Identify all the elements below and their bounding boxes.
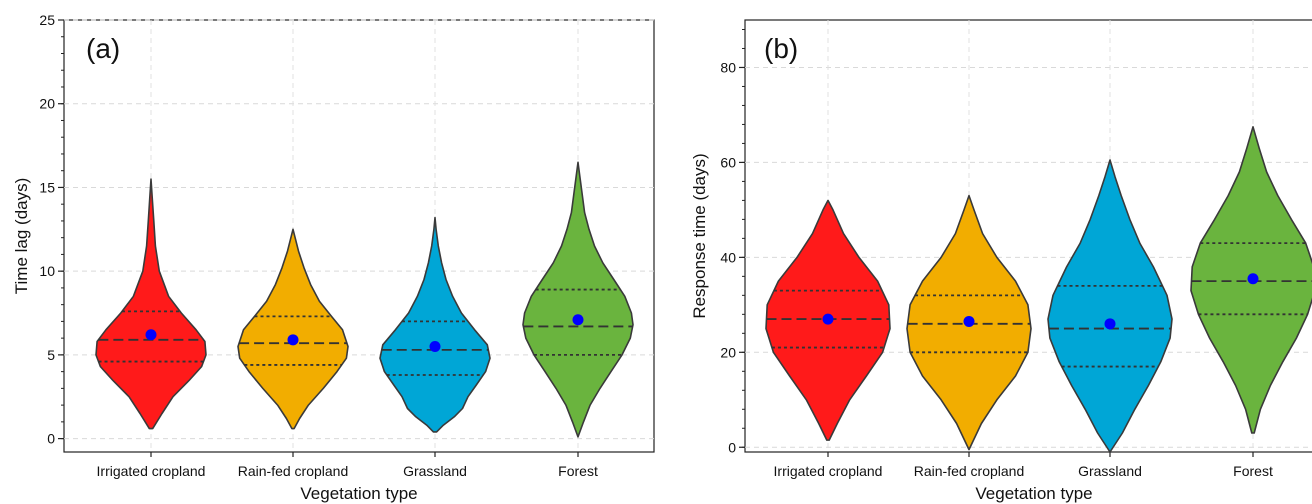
y-tick-label: 0 — [47, 431, 55, 447]
panel-a: 0 5 10 15 20 25 Irrigated cropland Rain-fed cr… — [12, 12, 655, 503]
panel-b: 0 20 40 60 80 Irrigated cropland Rain-fed cro… — [690, 19, 1312, 503]
x-tick-label: Irrigated cropland — [774, 463, 883, 479]
y-tick-label: 0 — [728, 439, 736, 455]
x-tick-label: Rain-fed cropland — [914, 463, 1025, 479]
violins — [765, 126, 1312, 453]
y-tick-label: 15 — [39, 179, 55, 195]
mean-point-3 — [572, 314, 584, 326]
y-tick-label: 40 — [720, 249, 736, 265]
y-axis: 0 20 40 60 80 — [720, 28, 745, 455]
x-tick-label: Grassland — [1078, 463, 1142, 479]
y-tick-label: 10 — [39, 263, 55, 279]
x-tick-label: Irrigated cropland — [97, 463, 206, 479]
y-tick-label: 60 — [720, 154, 736, 170]
mean-point-3 — [1247, 273, 1259, 285]
x-tick-label: Grassland — [403, 463, 467, 479]
x-tick-label: Forest — [558, 463, 598, 479]
violin-1 — [237, 228, 349, 430]
y-tick-label: 25 — [39, 12, 55, 28]
violin-0 — [95, 178, 207, 430]
panel-label: (a) — [86, 33, 120, 64]
x-tick-label: Rain-fed cropland — [238, 463, 349, 479]
mean-point-2 — [1104, 318, 1116, 330]
violins — [95, 161, 634, 438]
panel-label: (b) — [764, 33, 798, 64]
violin-2 — [1047, 159, 1173, 453]
x-axis: Irrigated cropland Rain-fed cropland Grass… — [97, 452, 598, 479]
mean-point-1 — [287, 334, 299, 346]
y-tick-label: 20 — [39, 96, 55, 112]
y-tick-label: 80 — [720, 59, 736, 75]
x-axis: Irrigated cropland Rain-fed cropland Grass… — [774, 452, 1273, 479]
y-tick-label: 5 — [47, 347, 55, 363]
mean-point-1 — [963, 315, 975, 327]
mean-point-0 — [822, 313, 834, 325]
violin-2 — [379, 216, 491, 433]
y-axis: 0 5 10 15 20 25 — [39, 12, 64, 447]
x-axis-title: Vegetation type — [975, 484, 1092, 503]
y-axis-title: Time lag (days) — [12, 178, 31, 295]
y-tick-label: 20 — [720, 344, 736, 360]
y-axis-title: Response time (days) — [690, 153, 709, 318]
x-tick-label: Forest — [1233, 463, 1273, 479]
mean-point-0 — [145, 329, 157, 341]
x-axis-title: Vegetation type — [300, 484, 417, 503]
mean-point-2 — [429, 341, 441, 353]
